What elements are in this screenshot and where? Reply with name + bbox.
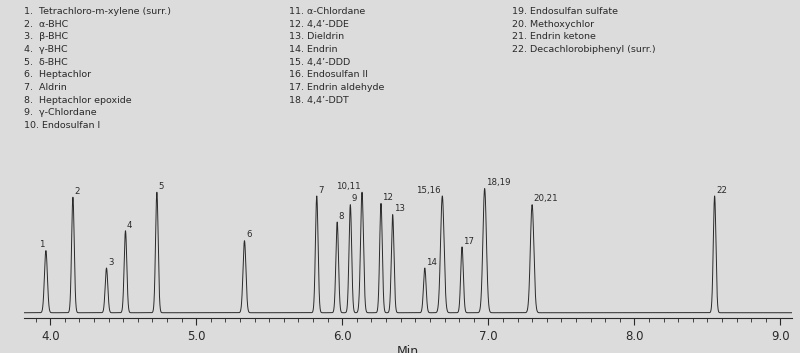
Text: 19. Endosulfan sulfate
20. Methoxychlor
21. Endrin ketone
22. Decachlorobiphenyl: 19. Endosulfan sulfate 20. Methoxychlor … — [512, 7, 655, 54]
Text: 22: 22 — [716, 186, 727, 195]
Text: 15,16: 15,16 — [416, 186, 441, 195]
Text: 5: 5 — [158, 182, 164, 191]
Text: 9: 9 — [352, 195, 357, 203]
Text: 17: 17 — [463, 237, 474, 246]
X-axis label: Min: Min — [397, 345, 419, 353]
Text: 20,21: 20,21 — [534, 195, 558, 203]
Text: 1.  Tetrachloro-m-xylene (surr.)
2.  α-BHC
3.  β-BHC
4.  γ-BHC
5.  δ-BHC
6.  Hep: 1. Tetrachloro-m-xylene (surr.) 2. α-BHC… — [24, 7, 171, 130]
Text: 8: 8 — [338, 212, 344, 221]
Text: 10,11: 10,11 — [336, 182, 361, 191]
Text: 4: 4 — [127, 221, 133, 229]
Text: 13: 13 — [394, 204, 405, 213]
Text: 2: 2 — [74, 187, 80, 196]
Text: 14: 14 — [426, 258, 438, 267]
Text: 1: 1 — [39, 240, 45, 249]
Text: 12: 12 — [382, 193, 394, 202]
Text: 7: 7 — [318, 186, 324, 195]
Text: 18,19: 18,19 — [486, 178, 510, 187]
Text: 11. α-Chlordane
12. 4,4’-DDE
13. Dieldrin
14. Endrin
15. 4,4’-DDD
16. Endosulfan: 11. α-Chlordane 12. 4,4’-DDE 13. Dieldri… — [289, 7, 384, 104]
Text: 3: 3 — [108, 258, 114, 267]
Text: 6: 6 — [246, 231, 251, 239]
